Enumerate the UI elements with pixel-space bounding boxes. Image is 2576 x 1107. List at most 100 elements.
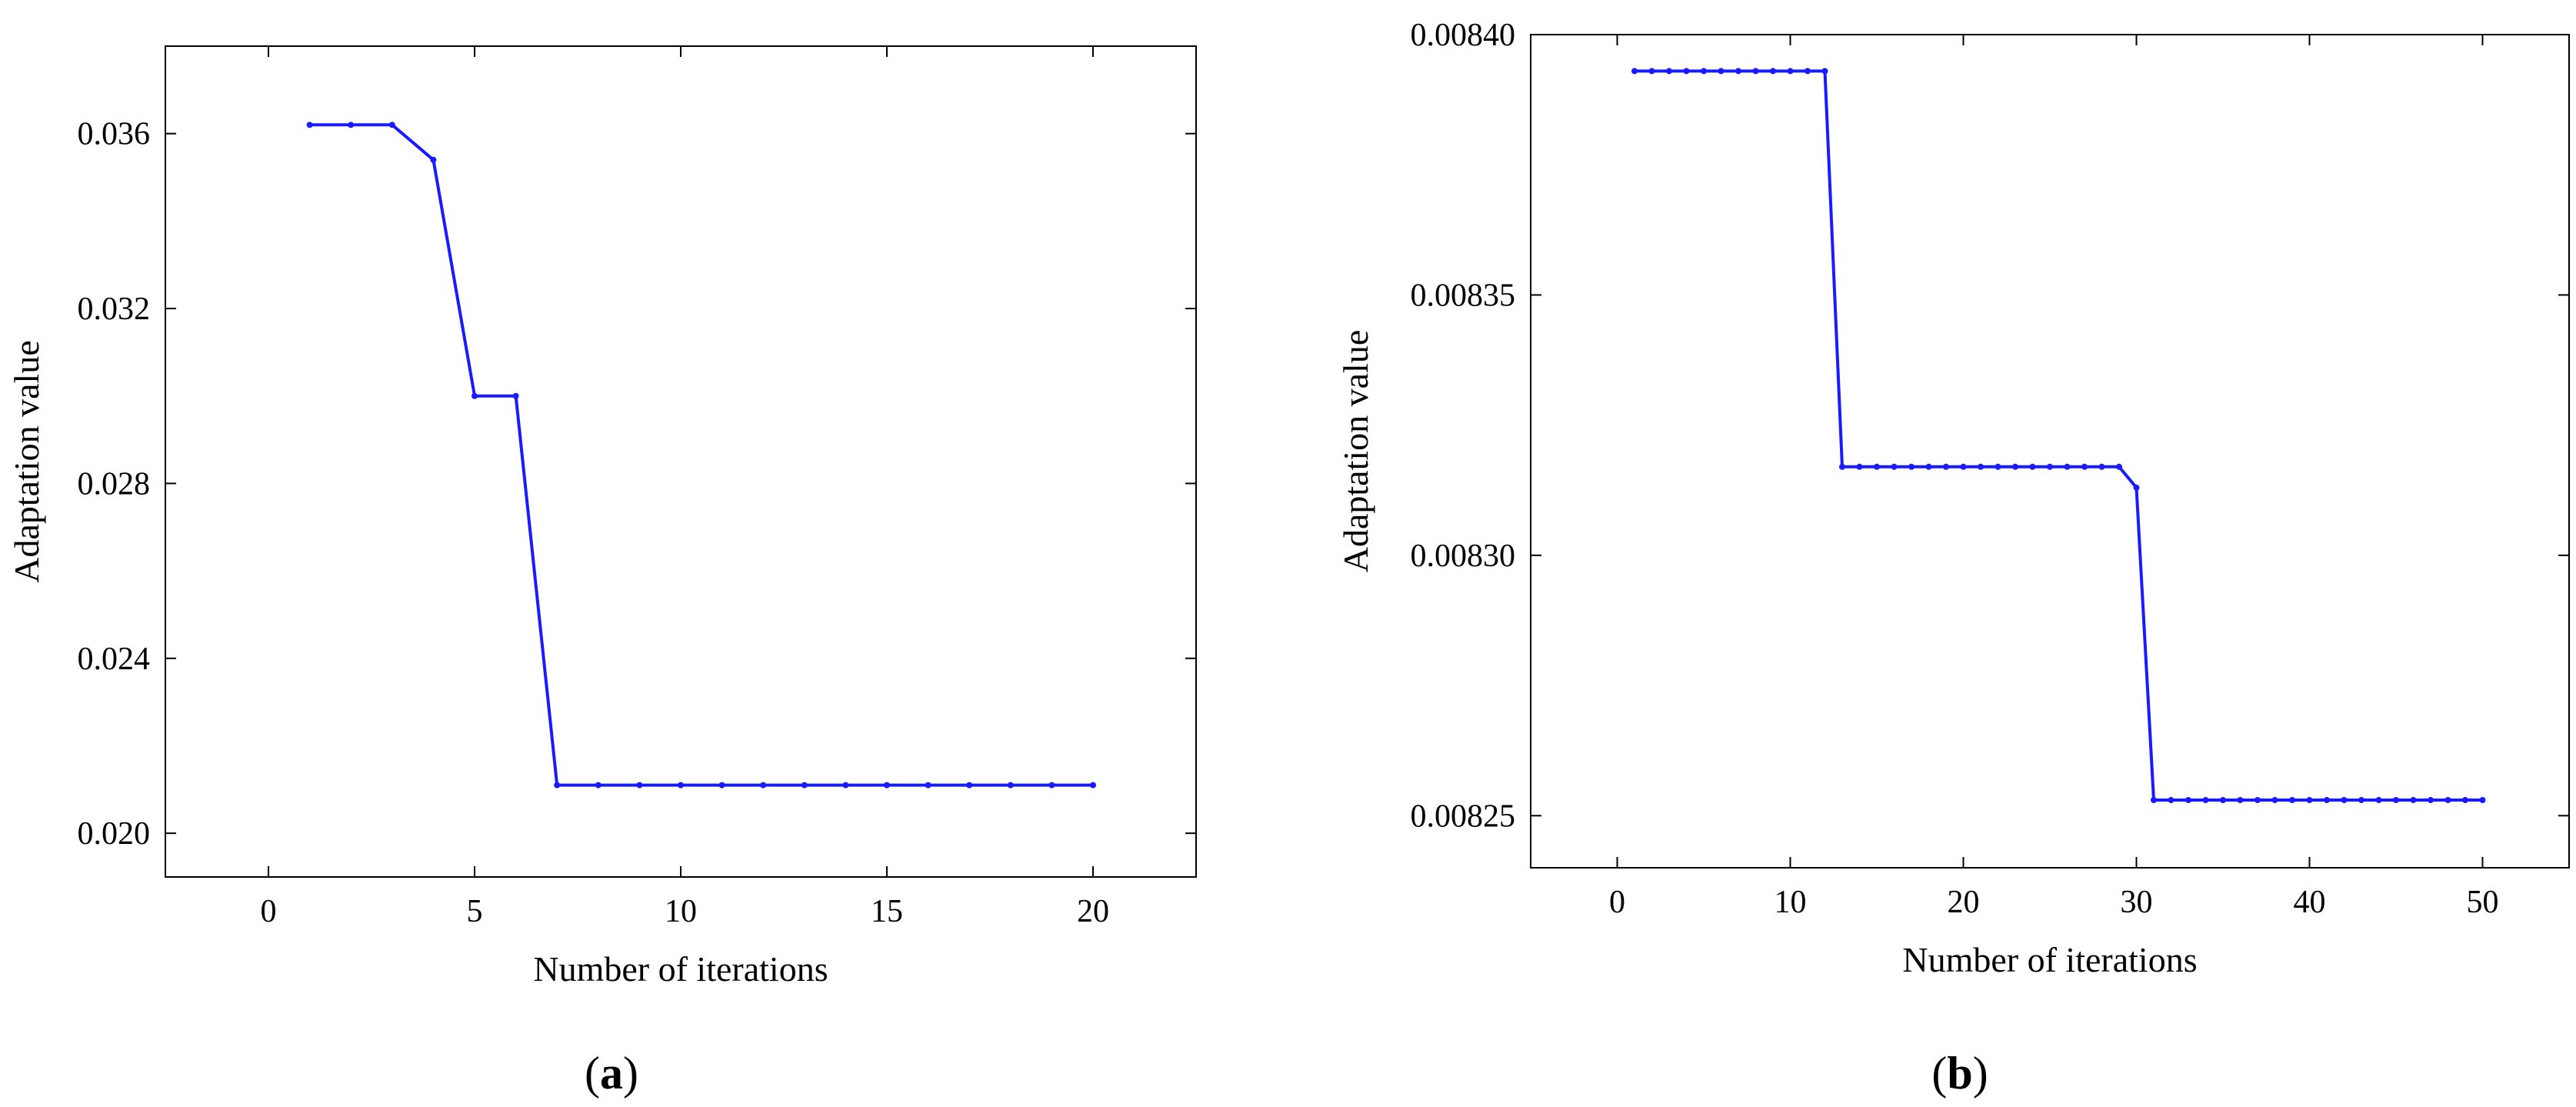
y-tick-label: 0.00835 [1411,278,1516,313]
data-point [2358,797,2364,804]
y-tick-label: 0.00825 [1411,799,1516,834]
data-point [1891,463,1898,470]
data-point [2306,797,2313,804]
x-tick-label: 10 [665,894,697,929]
data-point [512,392,519,399]
data-point [2444,797,2451,804]
data-point [1770,68,1776,75]
data-point [2237,797,2244,804]
data-point [636,782,643,789]
data-point [1925,463,1932,470]
data-point [1821,68,1828,75]
data-point [1090,782,1096,789]
y-tick-label: 0.00830 [1411,538,1516,574]
panel-label: (a) [585,1048,638,1099]
data-point [1683,68,1690,75]
data-point [884,782,890,789]
data-point [2047,463,2053,470]
chart-panel-a: 0 5 10 15 20 0.020 0.024 0.028 0.032 0.036 Number … [7,45,1197,1099]
y-tick-label: 0.036 [78,117,151,152]
x-tick-label: 50 [2467,885,2499,920]
y-tick-label: 0.032 [78,292,151,327]
data-point [2341,797,2348,804]
data-point [1839,463,1845,470]
data-point [1718,68,1725,75]
series-line [1635,69,2483,802]
data-point [718,782,725,789]
x-tick-label: 10 [1775,885,1807,920]
data-point [2064,463,2071,470]
data-point [2081,463,2088,470]
data-point [2133,484,2140,491]
data-point [1978,463,1984,470]
series-line [309,123,1093,787]
x-tick-label: 15 [871,894,903,929]
data-point [2012,463,2018,470]
data-point [2324,797,2330,804]
chart-panel-b: 0 10 20 30 40 50 0.00825 0.00830 0.00835 0.00840 N… [1336,18,2570,1099]
data-point [1701,68,1707,75]
data-point [925,782,931,789]
data-point [1007,782,1014,789]
data-point [2116,463,2122,470]
data-point [2271,797,2278,804]
data-point [348,122,355,128]
data-point [2220,797,2226,804]
data-point [1805,68,1811,75]
data-point [801,782,808,789]
x-axis-label: Number of iterations [1902,940,2197,979]
data-point [842,782,849,789]
panel-label: (b) [1931,1048,1988,1099]
y-tick-label: 0.024 [78,642,151,677]
data-point [1874,463,1880,470]
data-point [2462,797,2468,804]
data-point [966,782,973,789]
x-tick-label: 0 [261,894,277,929]
data-point [2151,797,2157,804]
x-tick-label: 40 [2294,885,2326,920]
data-point [2428,797,2434,804]
data-point [2289,797,2295,804]
data-point [2410,797,2417,804]
data-point [2029,463,2036,470]
data-point [1943,463,1949,470]
data-point [2202,797,2209,804]
plot-frame [1530,34,2570,869]
data-point [1666,68,1672,75]
data-point [2254,797,2261,804]
data-point [2168,797,2174,804]
x-tick-label: 20 [1077,894,1109,929]
data-point [430,156,437,163]
data-point [1648,68,1655,75]
data-point [1631,68,1638,75]
x-tick-label: 30 [2121,885,2153,920]
data-point [1960,463,1967,470]
data-point [1908,463,1915,470]
data-point [760,782,767,789]
y-tick-label: 0.028 [78,466,151,502]
data-point [306,122,313,128]
data-point [2185,797,2191,804]
data-point [388,122,395,128]
data-point [2098,463,2105,470]
data-point [1048,782,1055,789]
x-tick-label: 5 [467,894,483,929]
x-tick-label: 0 [1609,885,1625,920]
x-tick-label: 20 [1948,885,1980,920]
data-point [472,392,478,399]
data-point [1994,463,2001,470]
data-point [554,782,561,789]
data-point [678,782,684,789]
data-point [1856,463,1863,470]
y-axis-label: Adaptation value [1336,330,1375,573]
y-tick-label: 0.020 [78,816,151,852]
data-point [595,782,602,789]
y-tick-label: 0.00840 [1411,18,1516,53]
data-point [1787,68,1794,75]
data-point [2479,797,2486,804]
data-point [1752,68,1759,75]
y-axis-label: Adaptation value [7,340,46,583]
data-point [2375,797,2382,804]
plot-frame [165,45,1197,878]
